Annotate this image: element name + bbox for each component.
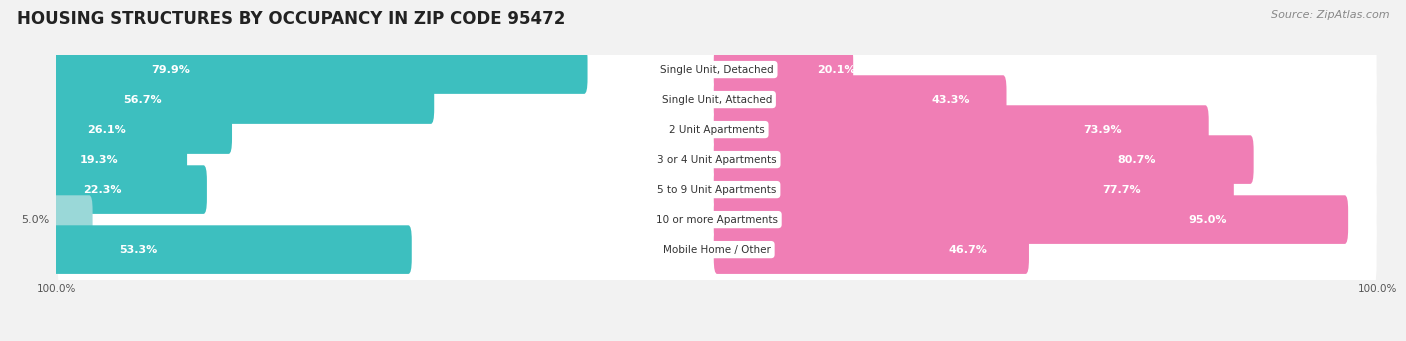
- FancyBboxPatch shape: [53, 135, 187, 184]
- Text: 10 or more Apartments: 10 or more Apartments: [657, 214, 778, 225]
- Text: 53.3%: 53.3%: [120, 244, 157, 255]
- Text: 95.0%: 95.0%: [1188, 214, 1226, 225]
- FancyBboxPatch shape: [58, 180, 1376, 260]
- FancyBboxPatch shape: [58, 210, 1376, 290]
- FancyBboxPatch shape: [58, 150, 1376, 229]
- Text: HOUSING STRUCTURES BY OCCUPANCY IN ZIP CODE 95472: HOUSING STRUCTURES BY OCCUPANCY IN ZIP C…: [17, 10, 565, 28]
- Text: 43.3%: 43.3%: [932, 94, 970, 105]
- Text: 77.7%: 77.7%: [1102, 184, 1140, 195]
- Text: 79.9%: 79.9%: [152, 64, 190, 75]
- Text: 80.7%: 80.7%: [1116, 154, 1156, 165]
- FancyBboxPatch shape: [714, 105, 1209, 154]
- FancyBboxPatch shape: [53, 195, 93, 244]
- FancyBboxPatch shape: [714, 165, 1234, 214]
- Text: 73.9%: 73.9%: [1083, 124, 1122, 135]
- Text: Single Unit, Detached: Single Unit, Detached: [661, 64, 773, 75]
- FancyBboxPatch shape: [53, 105, 232, 154]
- Text: 22.3%: 22.3%: [83, 184, 121, 195]
- Text: Mobile Home / Other: Mobile Home / Other: [664, 244, 770, 255]
- Text: 56.7%: 56.7%: [124, 94, 162, 105]
- FancyBboxPatch shape: [53, 165, 207, 214]
- FancyBboxPatch shape: [58, 60, 1376, 139]
- FancyBboxPatch shape: [714, 75, 1007, 124]
- FancyBboxPatch shape: [714, 195, 1348, 244]
- Text: Single Unit, Attached: Single Unit, Attached: [662, 94, 772, 105]
- FancyBboxPatch shape: [58, 120, 1376, 199]
- FancyBboxPatch shape: [58, 30, 1376, 109]
- Text: 19.3%: 19.3%: [79, 154, 118, 165]
- FancyBboxPatch shape: [53, 45, 588, 94]
- FancyBboxPatch shape: [53, 75, 434, 124]
- FancyBboxPatch shape: [714, 135, 1254, 184]
- Text: Source: ZipAtlas.com: Source: ZipAtlas.com: [1271, 10, 1389, 20]
- FancyBboxPatch shape: [53, 225, 412, 274]
- Text: 5.0%: 5.0%: [21, 214, 49, 225]
- Text: 2 Unit Apartments: 2 Unit Apartments: [669, 124, 765, 135]
- FancyBboxPatch shape: [714, 45, 853, 94]
- Text: 46.7%: 46.7%: [949, 244, 987, 255]
- Text: 26.1%: 26.1%: [87, 124, 127, 135]
- Text: 20.1%: 20.1%: [817, 64, 855, 75]
- FancyBboxPatch shape: [58, 90, 1376, 169]
- Text: 5 to 9 Unit Apartments: 5 to 9 Unit Apartments: [658, 184, 776, 195]
- FancyBboxPatch shape: [714, 225, 1029, 274]
- Text: 3 or 4 Unit Apartments: 3 or 4 Unit Apartments: [657, 154, 778, 165]
